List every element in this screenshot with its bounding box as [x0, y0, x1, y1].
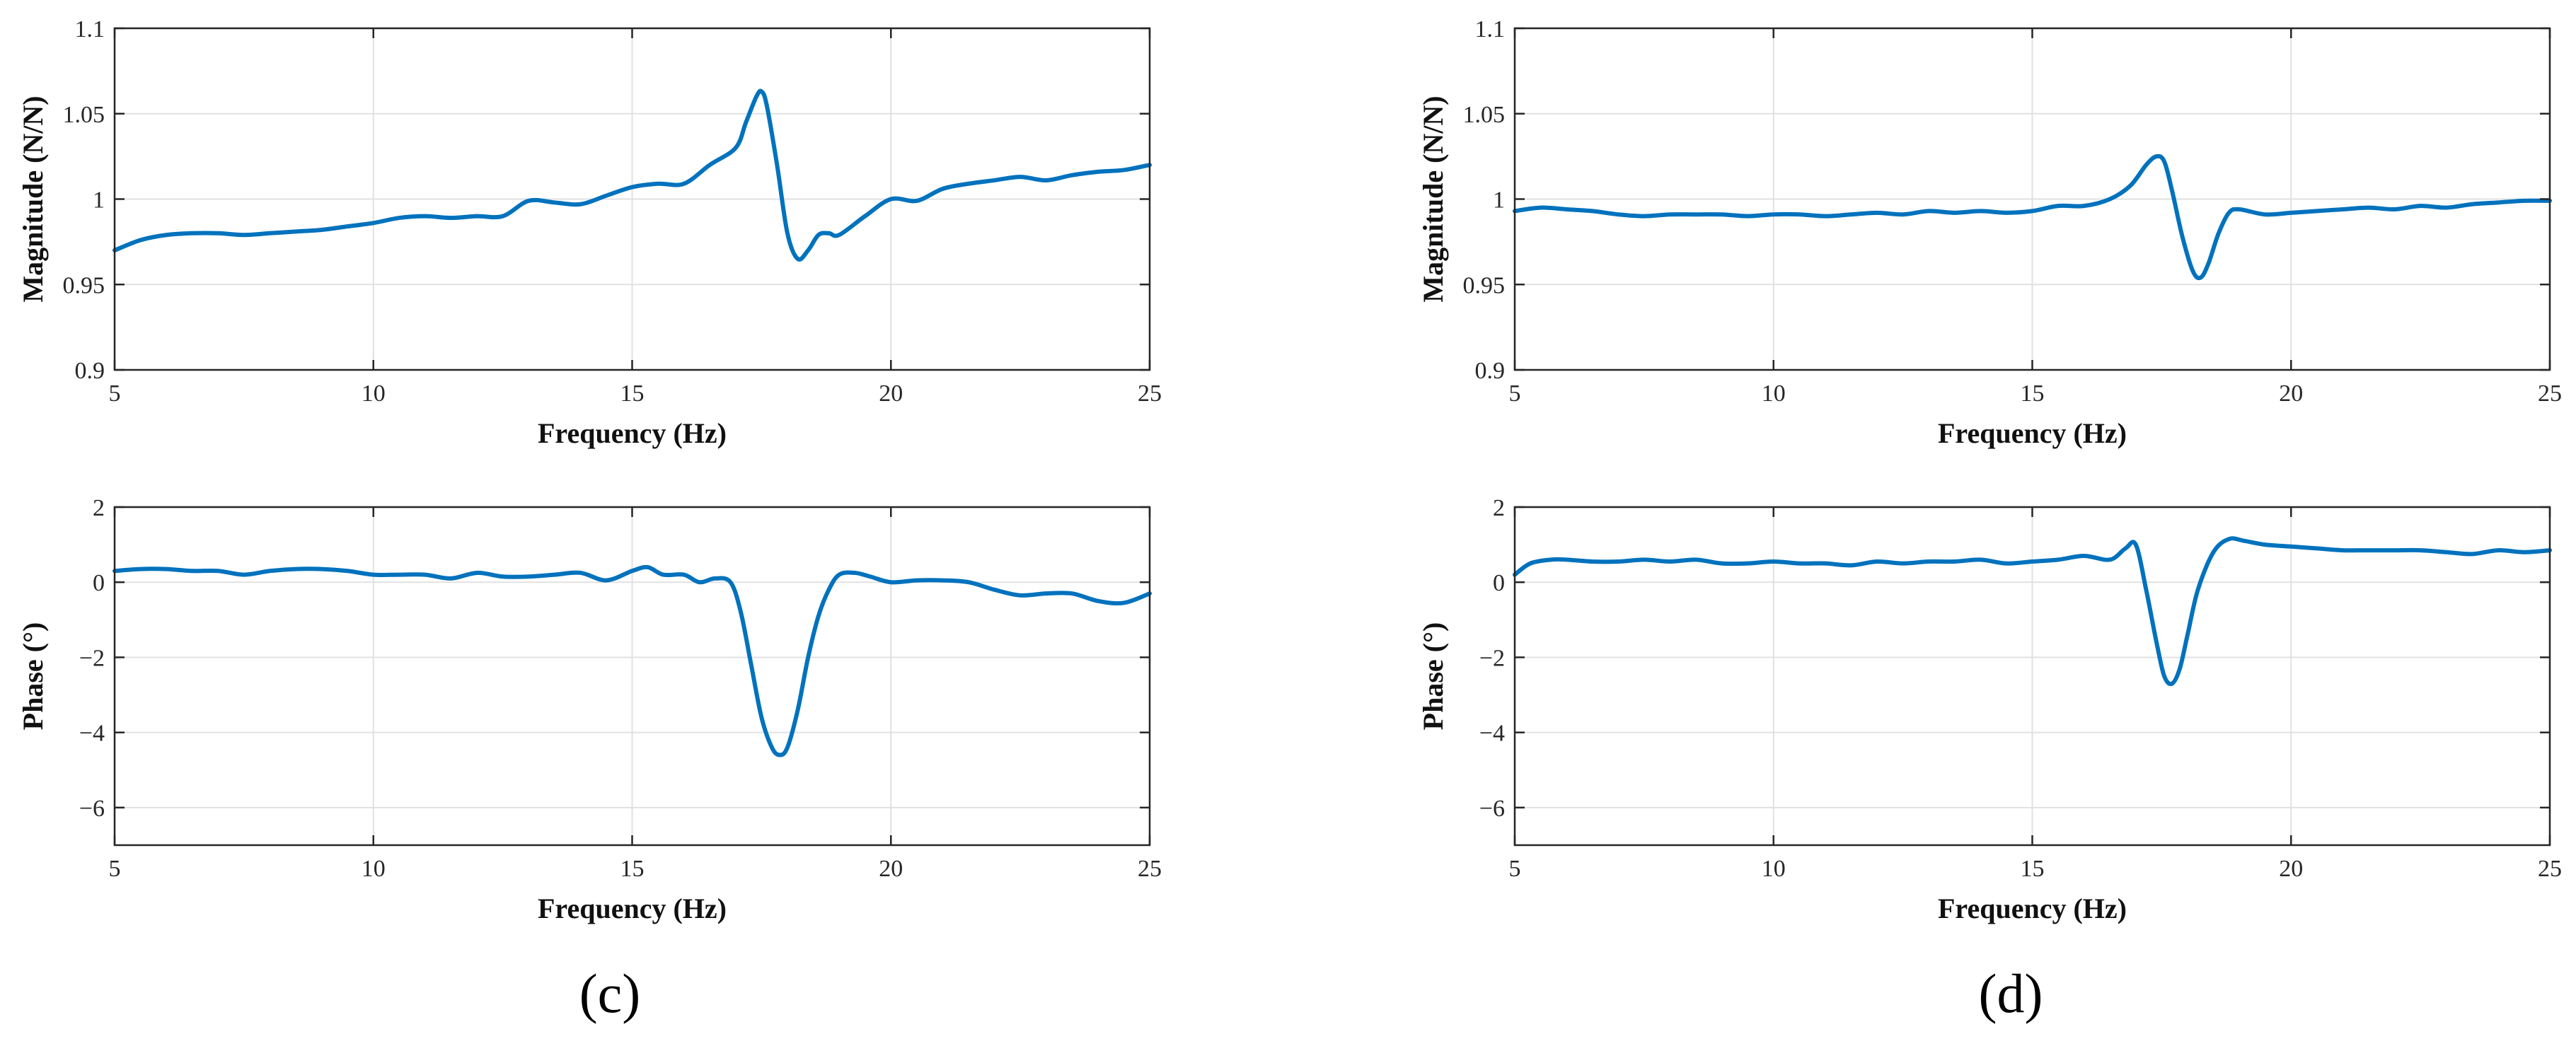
x-tick-label: 5	[1509, 380, 1521, 407]
chart-c-magnitude: 5 10 15 20 25 0.9 0.95 1 1.05 1.1 Frequency (Hz) Ma…	[17, 16, 1162, 449]
y-tick-label: −2	[1479, 645, 1505, 671]
series-line	[1513, 153, 2552, 281]
panel-label-c: (c)	[579, 963, 641, 1024]
x-tick-label: 25	[1138, 856, 1162, 882]
x-tick-label: 25	[2538, 380, 2562, 407]
y-axis-label: Phase (°)	[17, 622, 49, 731]
y-tick-label: 2	[1493, 495, 1505, 521]
x-tick-label: 5	[109, 856, 121, 882]
y-axis-label: Phase (°)	[1417, 622, 1449, 731]
x-tick-label: 25	[1138, 380, 1162, 407]
y-axis-label: Magnitude (N/N)	[1417, 95, 1449, 302]
x-tick-label: 5	[109, 380, 121, 407]
x-axis-label: Frequency (Hz)	[538, 893, 727, 924]
y-tick-label: 1.05	[1463, 102, 1506, 128]
y-tick-label: −6	[79, 796, 105, 822]
y-tick-label: 0.9	[1475, 358, 1506, 384]
x-axis-label: Frequency (Hz)	[538, 417, 727, 449]
x-tick-label: 15	[620, 856, 645, 882]
x-tick-label: 15	[2021, 380, 2045, 407]
y-tick-label: 1.1	[75, 16, 105, 42]
x-tick-label: 20	[2279, 856, 2303, 882]
series-line	[1513, 536, 2552, 687]
series-line	[112, 564, 1152, 757]
y-tick-label: 0.9	[75, 358, 105, 384]
x-tick-label: 5	[1509, 856, 1521, 882]
x-axis-label: Frequency (Hz)	[1938, 417, 2127, 449]
y-tick-label: −2	[79, 645, 105, 671]
series-line	[112, 88, 1152, 262]
x-tick-label: 20	[2279, 380, 2303, 407]
x-tick-label: 10	[362, 380, 386, 407]
chart-c-phase: 5 10 15 20 25 −6 −4 −2 0 2 Frequency (Hz) Phase (°)	[17, 495, 1162, 924]
y-tick-label: 1.05	[63, 102, 105, 128]
y-tick-label: 0.95	[63, 272, 105, 298]
y-tick-label: 1.1	[1475, 16, 1506, 42]
x-tick-label: 15	[2021, 856, 2045, 882]
x-tick-label: 20	[879, 856, 903, 882]
x-tick-label: 20	[879, 380, 903, 407]
y-axis-label: Magnitude (N/N)	[17, 95, 49, 302]
chart-d-phase: 5 10 15 20 25 −6 −4 −2 0 2 Frequency (Hz) Phase (°)	[1417, 495, 2562, 924]
y-tick-label: −6	[1479, 796, 1505, 822]
y-tick-label: 0	[1493, 570, 1505, 596]
x-tick-label: 10	[1762, 856, 1786, 882]
y-tick-label: −4	[1479, 721, 1505, 747]
y-tick-label: −4	[79, 721, 105, 747]
y-tick-label: 1	[1493, 187, 1505, 214]
x-tick-label: 10	[362, 856, 386, 882]
y-tick-label: 0.95	[1463, 272, 1506, 298]
x-tick-label: 25	[2538, 856, 2562, 882]
chart-d-magnitude: 5 10 15 20 25 0.9 0.95 1 1.05 1.1 Frequency (Hz) Ma…	[1417, 16, 2562, 449]
y-tick-label: 0	[93, 570, 105, 596]
panel-label-d: (d)	[1978, 963, 2043, 1024]
x-tick-label: 15	[620, 380, 645, 407]
x-axis-label: Frequency (Hz)	[1938, 893, 2127, 924]
x-tick-label: 10	[1762, 380, 1786, 407]
y-tick-label: 1	[93, 187, 105, 214]
y-tick-label: 2	[93, 495, 105, 521]
